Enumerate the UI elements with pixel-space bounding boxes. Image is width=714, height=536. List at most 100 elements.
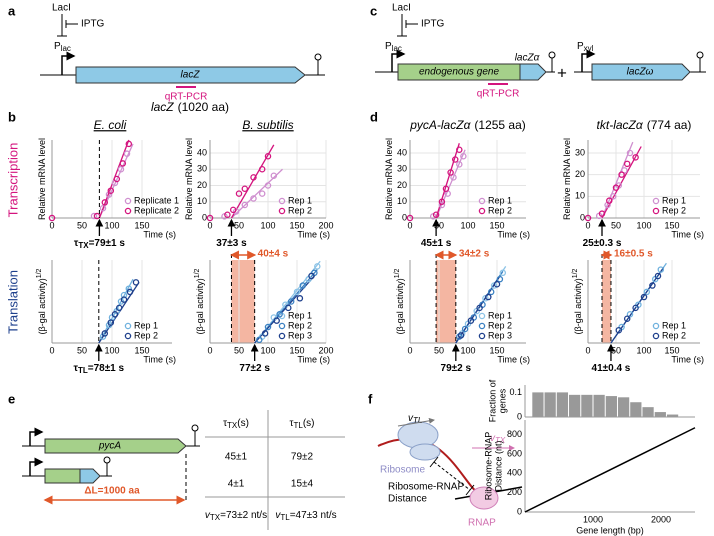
legend-entry: Rep 1 bbox=[288, 195, 312, 205]
data-point bbox=[120, 291, 128, 299]
data-point bbox=[657, 266, 665, 273]
tag bbox=[519, 63, 547, 81]
distance-label: Ribosome-RNAP bbox=[388, 482, 464, 493]
text-part: TL bbox=[280, 513, 290, 522]
organism: E. coli bbox=[94, 118, 127, 132]
data-point bbox=[584, 214, 592, 222]
legend-entry: Rep 1 bbox=[662, 320, 686, 330]
gene bbox=[44, 438, 187, 454]
delay-label: 41±0.4 s bbox=[592, 363, 631, 374]
y-axis-title: Ribosome-RNAP bbox=[483, 432, 493, 501]
text-part: τ bbox=[73, 363, 78, 374]
assay: qRT-PCR bbox=[477, 89, 520, 100]
data-point bbox=[485, 293, 492, 301]
terminator bbox=[314, 53, 322, 61]
text-part: v bbox=[275, 510, 281, 521]
data-point bbox=[287, 298, 295, 305]
data-point bbox=[119, 160, 127, 167]
x-tick-label: 50 bbox=[434, 345, 444, 355]
x-axis-title: Time (s) bbox=[297, 229, 330, 239]
text-part: v bbox=[408, 413, 414, 424]
panel-label: b bbox=[8, 109, 16, 124]
promoter: Plac bbox=[385, 41, 402, 53]
x-tick-label: 150 bbox=[664, 345, 679, 355]
ribosome-label: Ribosome bbox=[380, 465, 425, 476]
data-point bbox=[224, 211, 231, 218]
text-part: =78±1 s bbox=[88, 363, 125, 374]
text-part: τ bbox=[290, 418, 294, 429]
data-point bbox=[132, 279, 140, 286]
terminator bbox=[103, 456, 111, 464]
x-axis-title: Time (s) bbox=[297, 354, 330, 364]
text-part: P bbox=[54, 41, 61, 52]
x-tick-label: 0 bbox=[407, 345, 412, 355]
data-point bbox=[623, 160, 631, 168]
ribosome bbox=[397, 421, 439, 449]
data-point bbox=[632, 304, 639, 312]
distance-end bbox=[429, 456, 439, 468]
x-tick-label: 0 bbox=[207, 345, 212, 355]
fit-line bbox=[231, 168, 283, 219]
legend-entry: Rep 1 bbox=[134, 320, 158, 330]
text-part: τ bbox=[223, 418, 227, 429]
text-part: tkt-lacZα bbox=[597, 118, 644, 132]
legend-entry: Rep 1 bbox=[288, 310, 312, 320]
x-tick-label: 50 bbox=[77, 220, 87, 230]
x-tick-label: 0 bbox=[585, 345, 590, 355]
y-axis-title: (β-gal activity)1/2 bbox=[194, 268, 206, 334]
bar bbox=[544, 392, 556, 417]
bar bbox=[581, 394, 593, 417]
x-tick-label: 100 bbox=[460, 345, 475, 355]
data-point bbox=[640, 293, 648, 301]
data-point bbox=[296, 295, 304, 302]
rnap-label: RNAP bbox=[468, 518, 496, 529]
data-point bbox=[308, 272, 315, 280]
data-point bbox=[461, 325, 469, 333]
data-point bbox=[598, 210, 606, 217]
repressor: LacI bbox=[52, 3, 71, 14]
data-point bbox=[113, 175, 121, 183]
data-point bbox=[99, 333, 107, 340]
y-tick-label: 0 bbox=[580, 212, 585, 222]
data-point bbox=[125, 285, 133, 292]
data-point bbox=[623, 315, 631, 322]
bar bbox=[617, 397, 630, 417]
x-tick-label: 150 bbox=[289, 220, 304, 230]
y-tick-label: 400 bbox=[507, 468, 522, 478]
legend-swatch bbox=[278, 332, 286, 340]
bar bbox=[630, 402, 642, 417]
delay-label: τTX=79±1 s bbox=[74, 238, 125, 250]
data-point bbox=[499, 269, 507, 277]
promoter: Pxyl bbox=[577, 41, 594, 53]
velocity-arrow bbox=[397, 417, 435, 427]
text-part: pycA-lacZα bbox=[409, 118, 471, 132]
data-point bbox=[626, 311, 634, 318]
data-point bbox=[264, 152, 272, 160]
data-point bbox=[250, 195, 257, 202]
data-point bbox=[456, 146, 463, 153]
data-point bbox=[270, 172, 278, 179]
data-point bbox=[123, 150, 131, 157]
data-point bbox=[476, 304, 483, 312]
legend-swatch bbox=[652, 322, 660, 330]
plus: + bbox=[557, 63, 567, 82]
table-header: τTL(s) bbox=[290, 418, 315, 430]
text-part: =79±1 s bbox=[89, 238, 126, 249]
data-point bbox=[406, 214, 414, 222]
table-cell: 45±1 bbox=[225, 452, 248, 463]
delay-label: 37±3 s bbox=[216, 238, 247, 249]
data-point bbox=[117, 165, 125, 173]
fit-line bbox=[230, 144, 275, 219]
legend-swatch bbox=[278, 197, 286, 205]
data-point bbox=[606, 197, 613, 204]
text-part: Relative mRNA level bbox=[184, 138, 194, 220]
legend-entry: Rep 1 bbox=[488, 195, 512, 205]
y-tick-label: 0.1 bbox=[509, 387, 522, 397]
y-tick-label: 800 bbox=[507, 429, 522, 439]
data-point bbox=[101, 330, 109, 337]
legend-swatch bbox=[652, 207, 660, 215]
velocity-label: vTX bbox=[490, 433, 506, 445]
length-label: ΔL=1000 aa bbox=[84, 486, 140, 497]
legend-entry: Rep 2 bbox=[662, 205, 686, 215]
tag bbox=[79, 468, 101, 484]
